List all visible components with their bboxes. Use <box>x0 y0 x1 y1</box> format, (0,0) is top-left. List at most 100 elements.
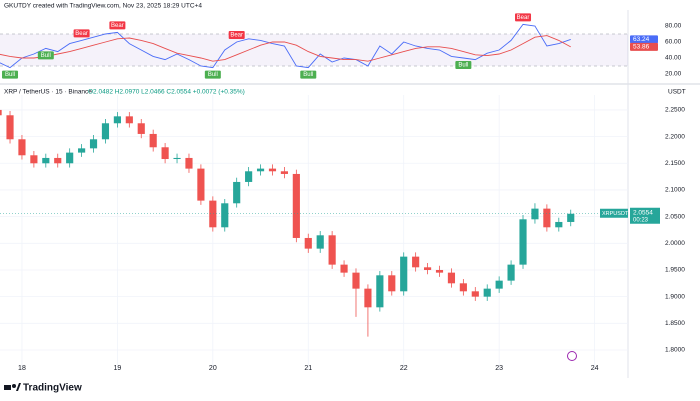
candle-body <box>78 148 86 153</box>
candle-body <box>125 116 133 124</box>
candle-body <box>340 264 348 273</box>
candle-body <box>42 157 50 164</box>
candle-body <box>543 208 551 228</box>
footer-logo: TradingView <box>4 383 82 394</box>
candle-body <box>221 203 229 228</box>
header-title: GKUTDY created with TradingView.com, Nov… <box>4 3 202 10</box>
candle-body <box>423 267 432 270</box>
signal-label: Bull <box>41 53 51 59</box>
symbol-label: XRPUSDT <box>602 211 629 217</box>
event-icon <box>567 351 577 361</box>
candle-body <box>400 256 408 292</box>
candle-body <box>280 171 288 174</box>
x-tick-label: 20 <box>209 365 217 372</box>
signal-label: Bear <box>230 33 243 39</box>
x-tick-label: 24 <box>591 365 599 372</box>
y-tick-label: 2.2000 <box>665 133 685 140</box>
candle-body <box>197 168 205 201</box>
candle-body <box>149 133 157 148</box>
candle-body <box>471 291 479 297</box>
candle-body <box>137 123 145 134</box>
signal-tag <box>37 51 54 60</box>
candle-body <box>364 288 372 308</box>
signal-tag <box>109 21 126 30</box>
candle-body <box>89 139 98 149</box>
signal-tag <box>73 29 90 38</box>
logo-icon <box>16 383 21 391</box>
signal-label: Bull <box>458 63 468 69</box>
candle-body <box>256 168 265 172</box>
logo-icon <box>12 384 16 388</box>
candle-body <box>328 235 336 265</box>
signal-label: Bear <box>75 31 88 37</box>
candle-body <box>173 157 181 160</box>
symbol-tag <box>600 208 628 218</box>
signal-tag <box>300 70 317 79</box>
candle-body <box>567 213 575 222</box>
candle-body <box>30 155 38 164</box>
y-tick-label: 80.00 <box>665 23 682 30</box>
candle-body <box>519 219 527 265</box>
candle-body <box>507 264 515 281</box>
candle-body <box>376 275 384 308</box>
signal-tag <box>515 13 532 22</box>
last-value-tag <box>630 35 658 44</box>
signal-tag <box>455 61 472 69</box>
candle-body <box>435 269 444 273</box>
candle-body <box>209 200 217 228</box>
y-tick-label: 60.00 <box>665 39 682 46</box>
candle-body <box>185 157 193 169</box>
x-tick-label: 19 <box>113 365 121 372</box>
symbol-title: XRP / TetherUS · 15 · Binance <box>4 89 92 96</box>
signal-tag <box>228 31 245 39</box>
candle-body <box>388 275 396 292</box>
candle-body <box>66 152 74 164</box>
last-price-label: 2.0554 <box>633 209 653 216</box>
x-tick-label: 21 <box>304 365 312 372</box>
y-tick-label: 2.2500 <box>665 107 685 114</box>
candle-body <box>483 288 491 297</box>
rsi-line <box>0 35 571 62</box>
candle-body <box>495 280 503 289</box>
y-tick-label: 1.9000 <box>665 293 685 300</box>
rsi-line <box>0 23 571 69</box>
candle-body <box>101 123 110 140</box>
candle-body <box>113 116 121 124</box>
candle-body <box>233 181 241 204</box>
candle-body <box>316 235 324 249</box>
candle-body <box>352 272 360 289</box>
candle-body <box>6 115 14 140</box>
last-price-tag <box>630 207 660 224</box>
signal-tag <box>2 70 19 79</box>
candle-body <box>447 272 456 284</box>
candle-body <box>0 109 2 116</box>
signal-label: Bull <box>208 72 218 78</box>
candle-body <box>459 283 467 292</box>
y-tick-label: 1.9500 <box>665 267 685 274</box>
candle-body <box>161 147 169 160</box>
candle-body <box>245 171 253 182</box>
y-tick-label: 2.0000 <box>665 240 685 247</box>
candle-body <box>555 221 563 228</box>
signal-label: Bull <box>5 72 15 78</box>
signal-label: Bear <box>111 23 124 29</box>
y-tick-label: 1.8000 <box>665 347 685 354</box>
signal-label: Bear <box>517 15 530 21</box>
countdown: 00:23 <box>633 217 649 223</box>
signal-label: Bull <box>303 72 313 78</box>
x-tick-label: 22 <box>400 365 408 372</box>
currency: USDT <box>668 89 686 96</box>
candle-body <box>412 256 420 268</box>
ohlc-text: O2.0482 H2.0970 L2.0466 C2.0554 +0.0072 … <box>88 89 245 96</box>
candle-body <box>18 139 26 156</box>
y-tick-label: 2.1000 <box>665 187 685 194</box>
candle-body <box>54 157 62 164</box>
candle-body <box>292 173 300 238</box>
last-value-tag <box>630 42 658 51</box>
y-tick-label: 40.00 <box>665 55 682 62</box>
y-tick-label: 20.00 <box>665 71 682 78</box>
